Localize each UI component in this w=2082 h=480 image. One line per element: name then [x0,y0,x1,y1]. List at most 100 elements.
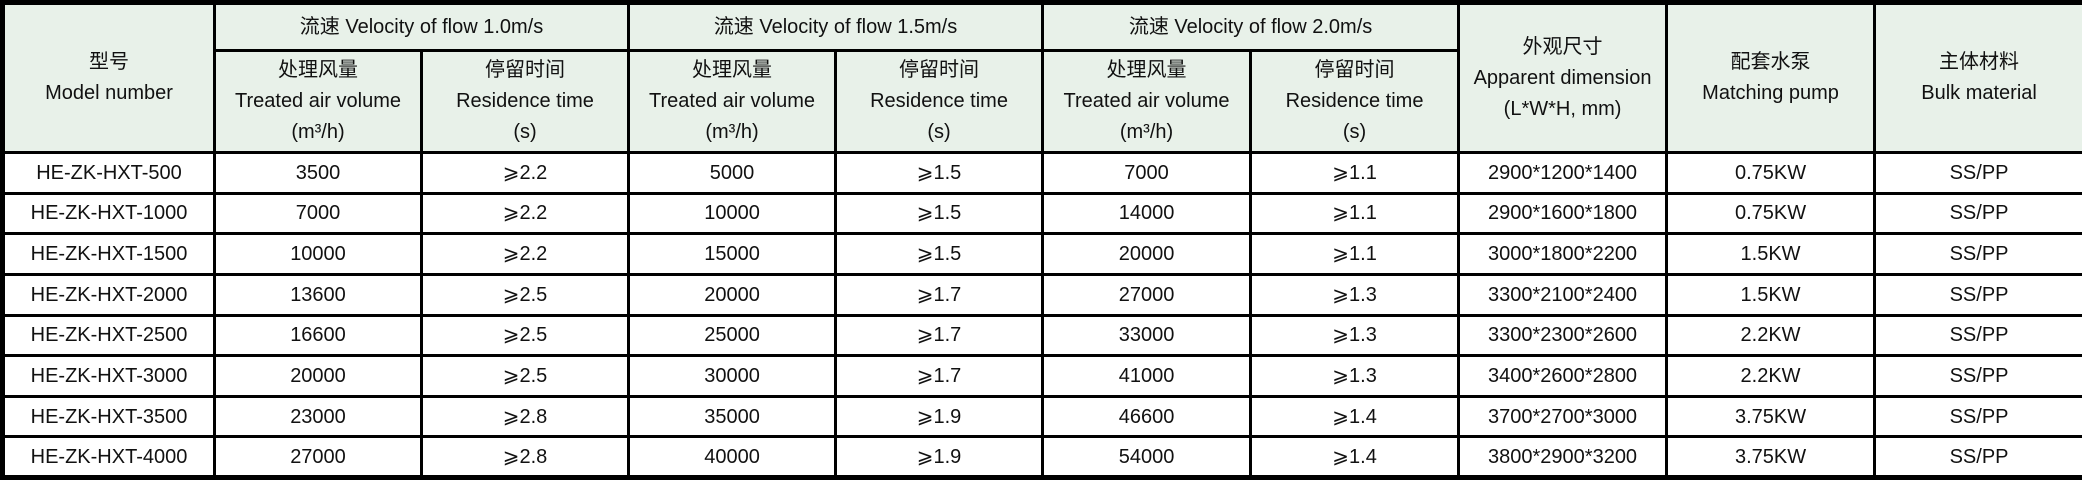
value-cell: ⩾2.5 [419,354,631,398]
value-cell: 30000 [627,354,838,398]
value-cell: 5000 [627,151,838,195]
pump-cell: 1.5KW [1665,232,1877,276]
table-row: HE-ZK-HXT-3000 20000 ⩾2.5 30000 ⩾1.7 410… [1,354,2082,398]
model-cell: HE-ZK-HXT-1000 [1,191,216,236]
value-cell: 15000 [627,232,838,276]
dimension-cell: 3800*2900*3200 [1457,435,1669,479]
value-cell: 25000 [627,313,838,358]
value-cell: ⩾1.9 [834,435,1045,479]
pump-cell: 0.75KW [1665,151,1877,195]
value-cell: 46600 [1041,394,1253,439]
model-cell: HE-ZK-HXT-1500 [1,232,216,276]
pump-cell: 3.75KW [1665,394,1877,439]
value-cell: ⩾2.2 [419,232,631,276]
pump-cell: 0.75KW [1665,191,1877,236]
material-cell: SS/PP [1873,191,2082,236]
model-header-cell: 型号 Model number [1,1,216,154]
residence-time-header-cell: 停留时间 Residence time (s) [1249,49,1461,154]
value-cell: 33000 [1041,313,1253,358]
value-cell: 7000 [213,191,423,236]
value-cell: ⩾1.7 [834,313,1045,358]
value-cell: ⩾1.1 [1249,191,1461,236]
value-cell: 13600 [213,272,423,317]
velocity-group-header-2: 流速 Velocity of flow 1.5m/s [627,1,1045,52]
treated-air-volume-header-cell: 处理风量 Treated air volume (m³/h) [1041,49,1253,154]
value-cell: 7000 [1041,151,1253,195]
pump-cell: 2.2KW [1665,354,1877,398]
value-cell: ⩾1.1 [1249,232,1461,276]
model-cell: HE-ZK-HXT-2000 [1,272,216,317]
value-cell: ⩾1.4 [1249,435,1461,479]
bulk-material-header-cell: 主体材料 Bulk material [1873,1,2082,154]
apparent-dimension-header-cell: 外观尺寸 Apparent dimension (L*W*H, mm) [1457,1,1669,154]
velocity-group-header-1: 流速 Velocity of flow 1.0m/s [212,1,631,52]
pump-cell: 2.2KW [1665,313,1877,358]
residence-time-header-cell: 停留时间 Residence time (s) [834,49,1045,154]
material-cell: SS/PP [1873,435,2082,479]
table-row: HE-ZK-HXT-4000 27000 ⩾2.8 40000 ⩾1.9 540… [1,435,2082,479]
value-cell: 20000 [1041,232,1253,276]
group-header-row: 型号 Model number 流速 Velocity of flow 1.0m… [1,1,2082,154]
table-row: HE-ZK-HXT-2000 13600 ⩾2.5 20000 ⩾1.7 270… [1,272,2082,317]
value-cell: 27000 [213,435,423,479]
value-cell: ⩾2.2 [419,151,631,195]
material-cell: SS/PP [1873,313,2082,358]
value-cell: ⩾1.5 [834,191,1045,236]
dimension-cell: 3700*2700*3000 [1457,394,1669,439]
sub-header-row: 处理风量 Treated air volume (m³/h) 停留时间 Resi… [3,49,2082,154]
value-cell: ⩾2.8 [419,435,631,479]
value-cell: ⩾1.7 [834,354,1045,398]
model-cell: HE-ZK-HXT-500 [1,151,216,195]
value-cell: ⩾2.2 [419,191,631,236]
table-row: HE-ZK-HXT-2500 16600 ⩾2.5 25000 ⩾1.7 330… [1,313,2082,358]
value-cell: 10000 [213,232,423,276]
material-cell: SS/PP [1873,272,2082,317]
value-cell: 35000 [627,394,838,439]
value-cell: 20000 [213,354,423,398]
model-cell: HE-ZK-HXT-2500 [1,313,216,358]
treated-air-volume-header-cell: 处理风量 Treated air volume (m³/h) [627,49,838,154]
value-cell: ⩾1.5 [834,232,1045,276]
value-cell: 54000 [1041,435,1253,479]
value-cell: 27000 [1041,272,1253,317]
value-cell: 14000 [1041,191,1253,236]
value-cell: ⩾1.7 [834,272,1045,317]
velocity-group-header-3: 流速 Velocity of flow 2.0m/s [1041,1,1461,52]
table-row: HE-ZK-HXT-1000 7000 ⩾2.2 10000 ⩾1.5 1400… [1,191,2082,236]
value-cell: ⩾2.8 [419,394,631,439]
value-cell: ⩾1.3 [1249,354,1461,398]
value-cell: ⩾1.3 [1249,313,1461,358]
value-cell: 10000 [627,191,838,236]
treated-air-volume-header-cell: 处理风量 Treated air volume (m³/h) [213,49,423,154]
dimension-cell: 3300*2300*2600 [1457,313,1669,358]
pump-cell: 1.5KW [1665,272,1877,317]
dimension-cell: 3000*1800*2200 [1457,232,1669,276]
value-cell: ⩾1.5 [834,151,1045,195]
residence-time-header-cell: 停留时间 Residence time (s) [419,49,631,154]
table-row: HE-ZK-HXT-3500 23000 ⩾2.8 35000 ⩾1.9 466… [1,394,2082,439]
value-cell: ⩾1.9 [834,394,1045,439]
dimension-cell: 3400*2600*2800 [1457,354,1669,398]
dimension-cell: 3300*2100*2400 [1457,272,1669,317]
value-cell: ⩾2.5 [419,313,631,358]
model-cell: HE-ZK-HXT-4000 [1,435,216,479]
dimension-cell: 2900*1600*1800 [1457,191,1669,236]
model-cell: HE-ZK-HXT-3000 [1,354,216,398]
value-cell: ⩾2.5 [419,272,631,317]
value-cell: ⩾1.1 [1249,151,1461,195]
value-cell: 16600 [213,313,423,358]
material-cell: SS/PP [1873,232,2082,276]
pump-cell: 3.75KW [1665,435,1877,479]
value-cell: 40000 [627,435,838,479]
material-cell: SS/PP [1873,354,2082,398]
value-cell: 23000 [213,394,423,439]
value-cell: ⩾1.3 [1249,272,1461,317]
model-cell: HE-ZK-HXT-3500 [1,394,216,439]
material-cell: SS/PP [1873,151,2082,195]
matching-pump-header-cell: 配套水泵 Matching pump [1665,1,1877,154]
value-cell: 20000 [627,272,838,317]
material-cell: SS/PP [1873,394,2082,439]
value-cell: ⩾1.4 [1249,394,1461,439]
table-row: HE-ZK-HXT-500 3500 ⩾2.2 5000 ⩾1.5 7000 ⩾… [1,151,2082,195]
